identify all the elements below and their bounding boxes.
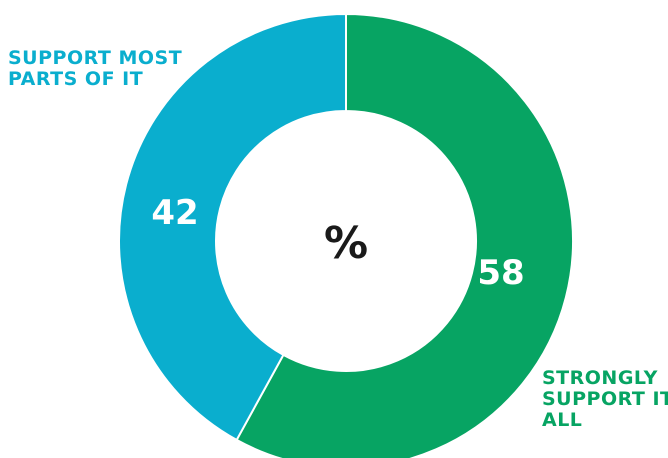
value-label-support-most: 42 (151, 193, 198, 233)
slice-label-line: SUPPORT MOST (8, 47, 183, 69)
donut-slice-1 (118, 12, 347, 442)
donut-slices (118, 12, 574, 458)
slice-label-support-most: SUPPORT MOST PARTS OF IT (8, 48, 182, 90)
slice-label-line: ALL (542, 409, 583, 431)
slice-label-line: SUPPORT IT (542, 388, 668, 410)
slice-label-line: STRONGLY (542, 367, 658, 389)
value-label-strongly-support: 58 (477, 253, 524, 293)
slice-label-strongly-support: STRONGLY SUPPORT IT ALL (542, 368, 668, 431)
donut-slice-0 (235, 12, 574, 458)
slice-label-line: PARTS OF IT (8, 68, 144, 90)
center-label: % (324, 218, 368, 269)
